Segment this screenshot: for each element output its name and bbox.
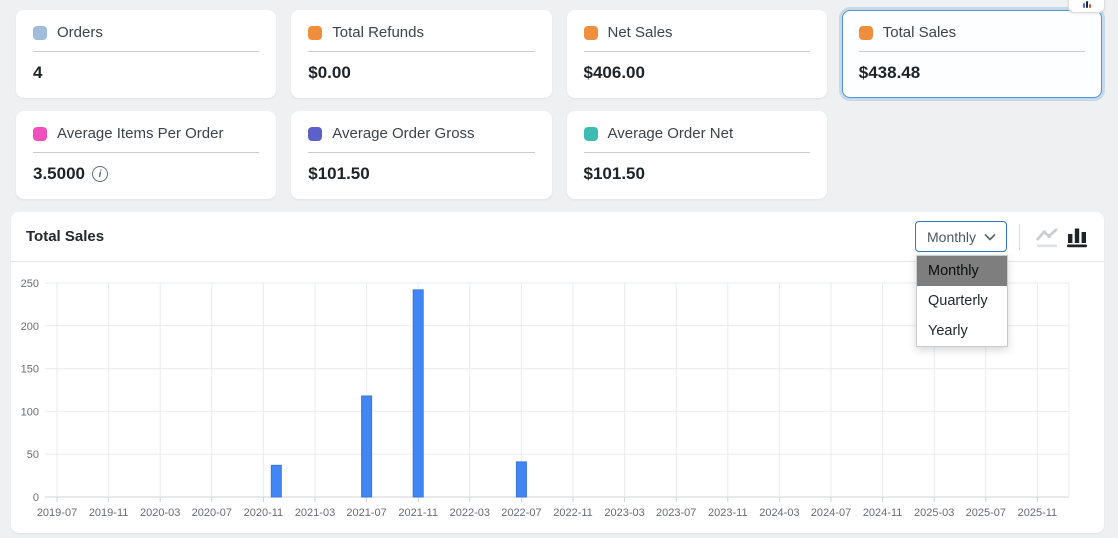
svg-text:2021-11: 2021-11	[398, 507, 438, 519]
stat-card-average-order-gross[interactable]: Average Order Gross $101.50	[291, 111, 552, 199]
divider	[33, 51, 260, 52]
total-sales-chart[interactable]: 0 50 100 150 200 250 2019-07 2019-11 2020-03 2020…	[11, 262, 1103, 530]
divider	[33, 152, 260, 153]
total-sales-chart-panel: Total Sales Monthly Monthly Quarterly Ye…	[11, 212, 1104, 533]
svg-text:2024-11: 2024-11	[863, 507, 903, 519]
svg-text:2023-07: 2023-07	[656, 507, 696, 519]
stat-card-total-refunds[interactable]: Total Refunds $0.00	[291, 10, 552, 98]
svg-text:100: 100	[21, 406, 39, 418]
stat-card-total-sales[interactable]: Total Sales $438.48	[841, 10, 1102, 98]
panel-toggle-button[interactable]	[1068, 0, 1105, 13]
divider	[858, 51, 1085, 52]
svg-text:50: 50	[27, 449, 39, 461]
svg-text:2020-03: 2020-03	[140, 507, 180, 519]
stat-card-value: $438.48	[858, 63, 921, 82]
divider	[308, 152, 535, 153]
interval-select-value: Monthly	[927, 228, 977, 245]
chevron-down-icon	[984, 233, 996, 240]
stat-card-value: 4	[33, 63, 43, 82]
svg-text:2019-07: 2019-07	[37, 507, 77, 519]
mini-bar-chart-icon	[1082, 1, 1091, 8]
legend-swatch	[308, 25, 323, 40]
menu-item-quarterly[interactable]: Quarterly	[928, 293, 988, 309]
legend-swatch	[583, 126, 598, 141]
stat-card-value: $406.00	[583, 63, 645, 82]
svg-text:2024-07: 2024-07	[811, 507, 851, 519]
svg-text:2021-07: 2021-07	[346, 507, 386, 519]
svg-text:2021-03: 2021-03	[295, 507, 335, 519]
stat-card-orders[interactable]: Orders 4	[16, 10, 277, 98]
bar[interactable]	[270, 464, 282, 498]
stat-card-label: Average Order Net	[607, 125, 734, 142]
interval-dropdown-menu: Monthly Quarterly Yearly	[916, 255, 1008, 347]
svg-text:2020-07: 2020-07	[192, 507, 232, 519]
svg-text:2025-07: 2025-07	[966, 507, 1006, 519]
svg-text:0: 0	[33, 492, 39, 504]
legend-swatch	[33, 25, 47, 40]
chart-title: Total Sales	[26, 228, 105, 245]
stat-cards: Orders 4 Total Refunds $0.00 Net Sales	[0, 0, 1118, 199]
stat-card-label: Total Sales	[882, 24, 957, 41]
svg-text:200: 200	[21, 321, 39, 333]
svg-text:2025-03: 2025-03	[914, 507, 954, 519]
chart-panel-header: Total Sales Monthly Monthly Quarterly Ye…	[11, 212, 1104, 347]
chart-area: 0 50 100 150 200 250 2019-07 2019-11 2020-03 2020…	[11, 262, 1104, 535]
divider	[308, 51, 535, 52]
menu-item-monthly[interactable]: Monthly	[917, 256, 1007, 286]
svg-text:2020-11: 2020-11	[244, 507, 284, 519]
menu-item-yearly[interactable]: Yearly	[928, 323, 968, 339]
stat-card-value: $0.00	[308, 63, 351, 82]
stat-card-average-order-net[interactable]: Average Order Net $101.50	[566, 111, 827, 199]
stat-card-label: Average Order Gross	[332, 125, 475, 142]
line-chart-icon[interactable]	[1032, 222, 1062, 252]
legend-swatch	[33, 126, 47, 141]
svg-text:2025-11: 2025-11	[1018, 507, 1058, 519]
stat-card-label: Net Sales	[607, 24, 673, 41]
stat-card-label: Orders	[57, 24, 103, 41]
stat-card-label: Total Refunds	[332, 24, 424, 41]
divider	[583, 152, 810, 153]
bar[interactable]	[515, 461, 527, 498]
divider	[583, 51, 810, 52]
svg-text:250: 250	[21, 278, 39, 290]
svg-text:2022-11: 2022-11	[553, 507, 593, 519]
svg-text:150: 150	[21, 364, 39, 376]
stat-card-label: Average Items Per Order	[57, 125, 224, 142]
interval-select[interactable]: Monthly Monthly Quarterly Yearly	[915, 221, 1008, 347]
legend-swatch	[858, 25, 873, 40]
stat-card-average-items-per-order[interactable]: Average Items Per Order 3.5000 i	[16, 111, 277, 199]
stat-card-value: $101.50	[583, 164, 645, 183]
stat-card-value: 3.5000	[33, 164, 85, 183]
legend-swatch	[583, 25, 598, 40]
bar-chart-icon[interactable]	[1062, 222, 1092, 252]
divider	[1019, 223, 1020, 250]
legend-swatch	[308, 126, 323, 141]
bar[interactable]	[412, 289, 424, 498]
info-icon[interactable]: i	[92, 166, 108, 182]
svg-text:2022-07: 2022-07	[501, 507, 541, 519]
stat-card-value: $101.50	[308, 164, 370, 183]
bar[interactable]	[361, 395, 373, 498]
stat-card-net-sales[interactable]: Net Sales $406.00	[566, 10, 827, 98]
svg-text:2022-03: 2022-03	[450, 507, 490, 519]
svg-text:2023-11: 2023-11	[708, 507, 748, 519]
svg-text:2023-03: 2023-03	[604, 507, 644, 519]
svg-text:2019-11: 2019-11	[89, 507, 129, 519]
svg-text:2024-03: 2024-03	[759, 507, 799, 519]
